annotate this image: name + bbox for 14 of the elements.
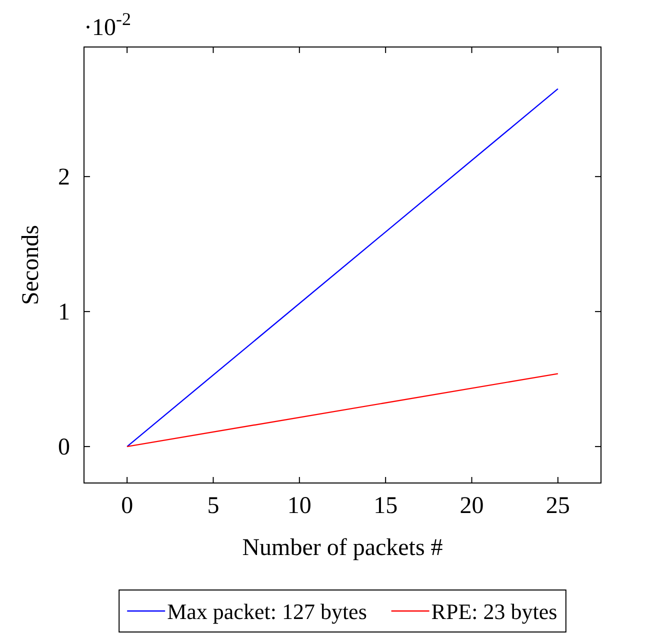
y-axis-title: Seconds	[18, 225, 44, 305]
x-axis-title: Number of packets #	[242, 535, 443, 561]
y-tick-label: 1	[58, 300, 70, 326]
x-tick-label: 0	[121, 493, 134, 519]
x-tick-label: 25	[546, 493, 570, 519]
legend-label: RPE: 23 bytes	[431, 599, 558, 624]
x-tick-label: 20	[460, 493, 484, 519]
legend-label: Max packet: 127 bytes	[167, 599, 367, 624]
x-tick-label: 5	[207, 493, 220, 519]
y-tick-label: 0	[58, 434, 70, 461]
x-tick-label: 15	[374, 493, 398, 519]
text: ·10$^{-2}$	[84, 9, 131, 41]
y-tick-label: 2	[58, 164, 70, 191]
x-tick-label: 10	[287, 493, 312, 519]
